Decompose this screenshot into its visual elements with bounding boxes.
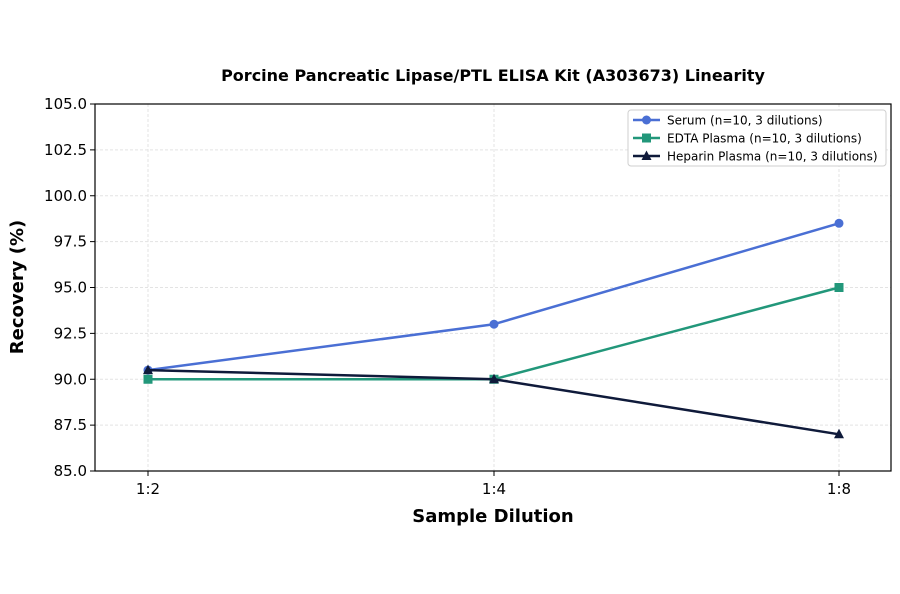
y-tick-label: 105.0	[44, 95, 87, 113]
chart-title: Porcine Pancreatic Lipase/PTL ELISA Kit …	[221, 66, 765, 85]
legend-marker	[641, 150, 652, 160]
data-point	[143, 374, 153, 384]
legend-label: Heparin Plasma (n=10, 3 dilutions)	[667, 150, 878, 164]
legend-label: Serum (n=10, 3 dilutions)	[667, 114, 823, 128]
data-point	[834, 428, 844, 439]
y-tick-label: 87.5	[54, 416, 87, 434]
legend-item: Heparin Plasma (n=10, 3 dilutions)	[633, 150, 878, 164]
series-2	[143, 283, 844, 384]
legend-item: Serum (n=10, 3 dilutions)	[633, 114, 823, 128]
legend-marker	[642, 133, 651, 143]
y-tick-label: 92.5	[54, 324, 87, 342]
legend-item: EDTA Plasma (n=10, 3 dilutions)	[633, 132, 862, 146]
data-point	[489, 373, 499, 384]
legend-box	[627, 109, 887, 167]
x-tick-label: 1:8	[827, 480, 851, 498]
y-tick-label: 90.0	[54, 370, 87, 388]
y-tick-label: 85.0	[54, 462, 87, 480]
data-point	[143, 364, 153, 375]
series-3	[143, 364, 844, 439]
legend: Serum (n=10, 3 dilutions) EDTA Plasma (n=…	[627, 109, 887, 167]
data-point	[834, 283, 844, 292]
x-tick-label: 1:2	[136, 480, 160, 498]
y-tick-label: 102.5	[44, 141, 87, 159]
x-axis-ticks: 1:2 1:4 1:8	[136, 471, 851, 498]
data-point	[834, 218, 844, 228]
x-axis-label: Sample Dilution	[412, 506, 573, 527]
y-axis-label: Recovery (%)	[7, 220, 28, 354]
y-tick-label: 100.0	[44, 187, 87, 205]
legend-marker	[642, 115, 651, 125]
y-axis-ticks: 85.0 87.5 90.0 92.5 95.0 97.5 100.0 102.5 105.0	[44, 95, 95, 480]
data-point	[489, 319, 499, 329]
legend-label: EDTA Plasma (n=10, 3 dilutions)	[667, 132, 862, 146]
x-tick-label: 1:4	[482, 480, 506, 498]
y-tick-label: 97.5	[54, 233, 87, 251]
series-group	[143, 218, 844, 439]
y-tick-label: 95.0	[54, 279, 87, 297]
